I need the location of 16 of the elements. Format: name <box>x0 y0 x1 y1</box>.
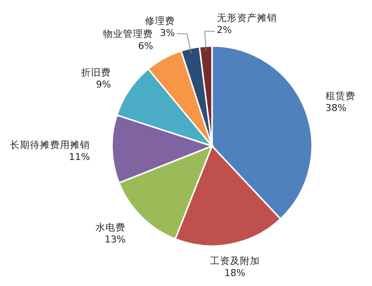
data-label: 3% <box>160 28 175 39</box>
slice-label: 修理费 <box>144 14 175 27</box>
slice-label: 工资及附加 <box>210 254 260 267</box>
data-label: 13% <box>104 234 126 246</box>
data-label: 2% <box>216 25 232 36</box>
slice-label: 租赁费 <box>325 90 356 102</box>
data-label: 11% <box>68 152 90 163</box>
data-label: 18% <box>224 268 246 279</box>
slice-label: 水电费 <box>96 221 126 234</box>
slice-label: 折旧费 <box>81 66 112 78</box>
data-label: 6% <box>138 41 154 52</box>
slice-label: 物业管理费 <box>103 28 154 40</box>
data-label: 38% <box>325 103 347 114</box>
slice-label: 无形资产摊销 <box>216 12 277 24</box>
data-label: 9% <box>96 79 112 90</box>
slice-label: 长期待摊费用摊销 <box>10 138 90 151</box>
